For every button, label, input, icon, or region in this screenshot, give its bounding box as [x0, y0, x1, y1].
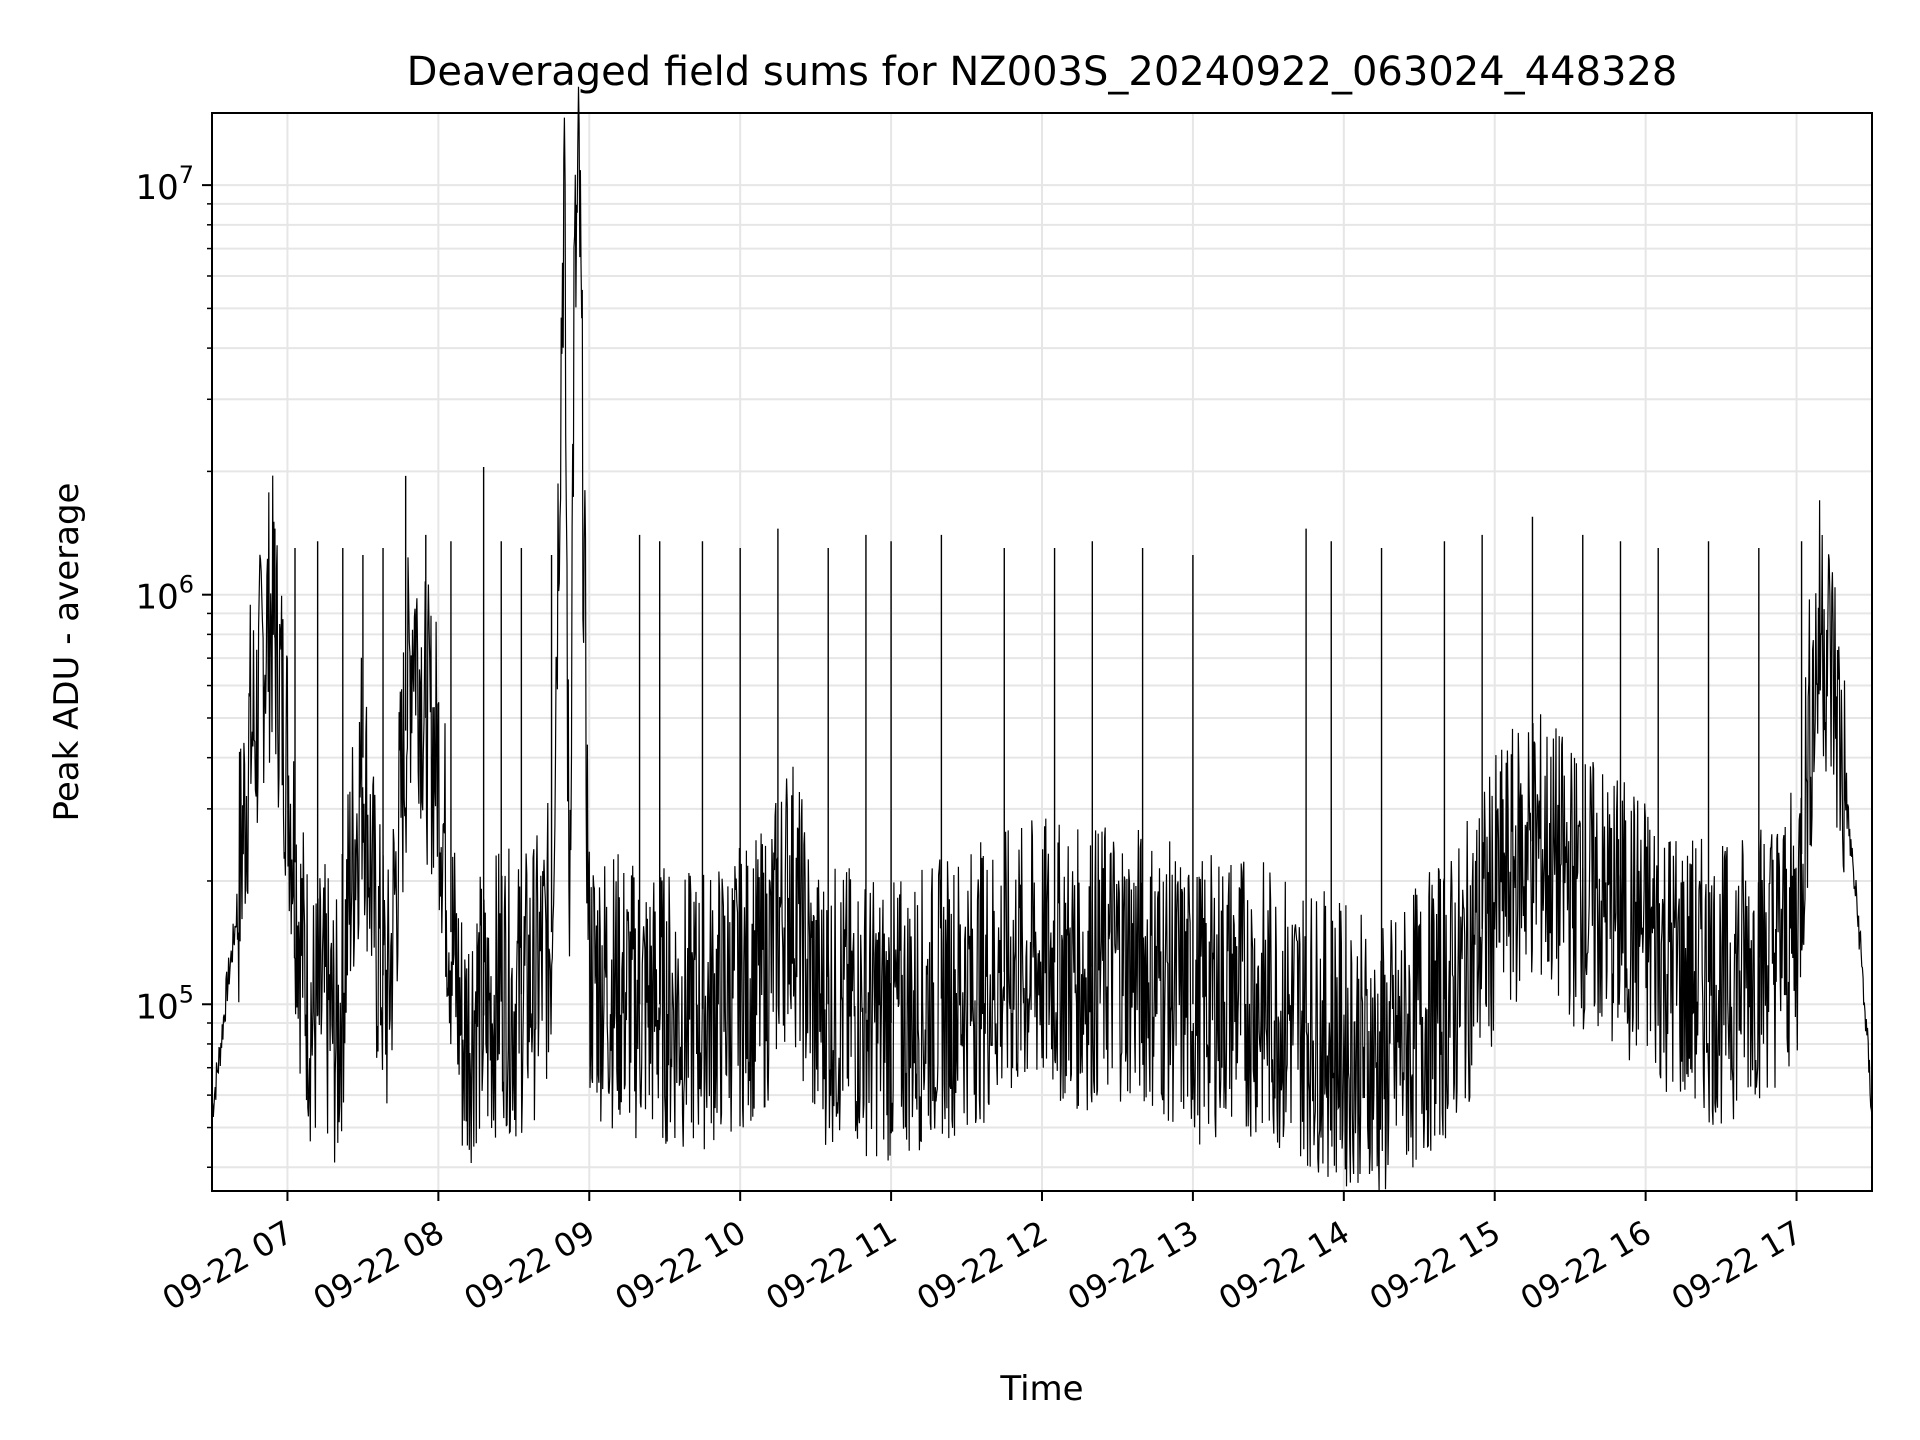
x-axis-label: Time [999, 1369, 1083, 1409]
series-line [211, 86, 1873, 1191]
y-tick-label: 105 [135, 980, 194, 1027]
y-tick-label: 107 [135, 161, 194, 208]
y-axis-label: Peak ADU - average [47, 483, 87, 822]
series-layer [211, 86, 1873, 1191]
y-axis-ticks: 105 106 107 [135, 161, 212, 1168]
y-tick-label: 106 [135, 571, 194, 618]
chart-title: Deaveraged field sums for NZ003S_2024092… [407, 49, 1678, 95]
